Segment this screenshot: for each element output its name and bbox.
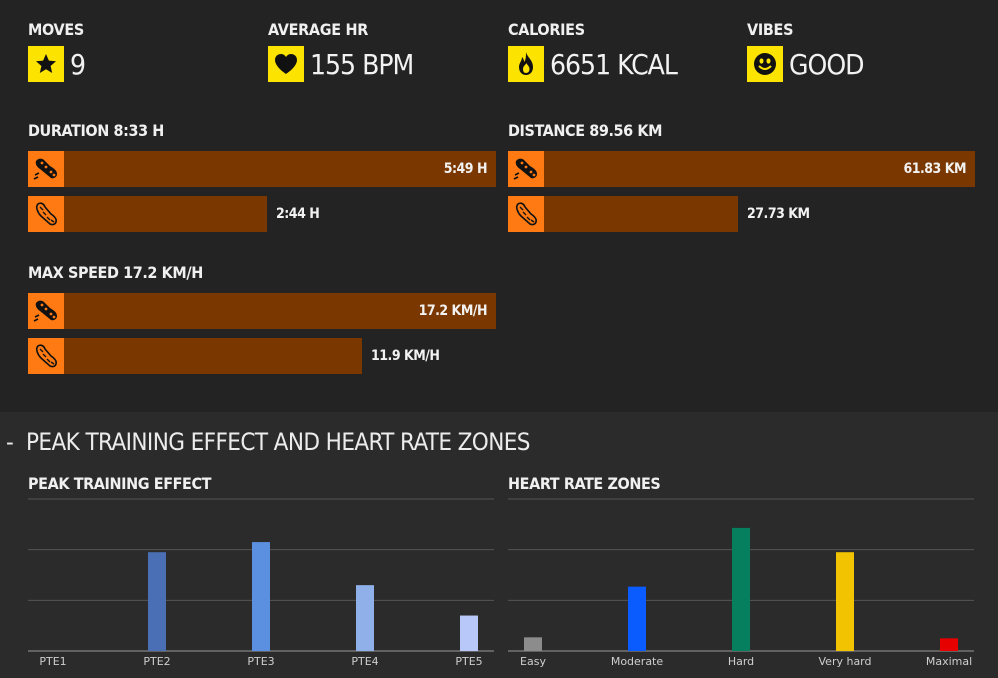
duration-bar-2: 2:44 H: [28, 196, 320, 232]
tick-label: Moderate: [611, 655, 664, 668]
stat-value: 155 BPM: [310, 47, 414, 81]
bar: [836, 552, 854, 651]
tick-label: PTE2: [143, 655, 170, 668]
bar: [148, 552, 166, 651]
distance-bar-value: 27.73 KM: [747, 206, 810, 222]
star-icon: [28, 46, 64, 82]
max-speed-bar-fill: 17.2 KM/H: [64, 293, 496, 329]
stat-average-hr: AVERAGE HR 155 BPM: [268, 20, 414, 82]
running-shoe-icon: [28, 151, 64, 187]
peak-training-section: - PEAK TRAINING EFFECT AND HEART RATE ZO…: [0, 412, 998, 678]
shoe-sole-icon: [28, 196, 64, 232]
shoe-sole-icon: [28, 338, 64, 374]
stat-moves: MOVES 9: [28, 20, 86, 82]
stat-value: GOOD: [789, 47, 865, 81]
duration-bar-fill: [64, 196, 267, 232]
distance-title: DISTANCE 89.56 KM: [508, 121, 663, 140]
distance-bar-fill: [544, 196, 738, 232]
bar: [524, 637, 542, 651]
bar: [252, 542, 270, 651]
stat-value: 6651 KCAL: [550, 47, 678, 81]
fire-icon: [508, 46, 544, 82]
max-speed-bar-value: 17.2 KM/H: [418, 303, 488, 319]
pte-chart: PTE1 PTE2 PTE3 PTE4 PTE5: [28, 498, 494, 668]
stat-label: VIBES: [747, 20, 794, 39]
max-speed-bar-2: 11.9 KM/H: [28, 338, 440, 374]
collapse-toggle[interactable]: -: [6, 428, 14, 456]
bar: [732, 527, 750, 651]
smiley-icon: [747, 46, 783, 82]
bar: [940, 638, 958, 651]
stat-label: CALORIES: [508, 20, 585, 39]
duration-bar-value: 5:49 H: [443, 161, 488, 177]
hr-zones-chart-title: HEART RATE ZONES: [508, 474, 661, 493]
bar: [356, 585, 374, 651]
tick-label: PTE5: [455, 655, 482, 668]
hr-zones-chart: Easy Moderate Hard Very hard Maximal: [508, 498, 974, 668]
max-speed-title: MAX SPEED 17.2 KM/H: [28, 263, 203, 282]
tick-label: Maximal: [926, 655, 972, 668]
stat-vibes: VIBES GOOD: [747, 20, 865, 82]
distance-bar-fill: 61.83 KM: [544, 151, 975, 187]
duration-title: DURATION 8:33 H: [28, 121, 164, 140]
max-speed-bar-value: 11.9 KM/H: [371, 348, 440, 364]
max-speed-bar-1: 17.2 KM/H: [28, 293, 496, 329]
stat-value: 9: [70, 47, 86, 81]
stat-label: MOVES: [28, 20, 84, 39]
stat-calories: CALORIES 6651 KCAL: [508, 20, 678, 82]
max-speed-bar-fill: [64, 338, 362, 374]
distance-bar-2: 27.73 KM: [508, 196, 810, 232]
distance-bar-1: 61.83 KM: [508, 151, 975, 187]
tick-label: PTE1: [39, 655, 66, 668]
pte-chart-title: PEAK TRAINING EFFECT: [28, 474, 212, 493]
running-shoe-icon: [508, 151, 544, 187]
duration-bar-1: 5:49 H: [28, 151, 496, 187]
tick-label: Very hard: [819, 655, 872, 668]
duration-bar-value: 2:44 H: [276, 206, 320, 222]
shoe-sole-icon: [508, 196, 544, 232]
bar: [460, 615, 478, 651]
bar: [628, 586, 646, 651]
stat-label: AVERAGE HR: [268, 20, 369, 39]
running-shoe-icon: [28, 293, 64, 329]
duration-bar-fill: 5:49 H: [64, 151, 496, 187]
tick-label: Hard: [728, 655, 754, 668]
tick-label: PTE4: [351, 655, 378, 668]
heart-icon: [268, 46, 304, 82]
tick-label: PTE3: [247, 655, 274, 668]
section-title: PEAK TRAINING EFFECT AND HEART RATE ZONE…: [26, 428, 531, 456]
tick-label: Easy: [520, 655, 546, 668]
distance-bar-value: 61.83 KM: [903, 161, 966, 177]
